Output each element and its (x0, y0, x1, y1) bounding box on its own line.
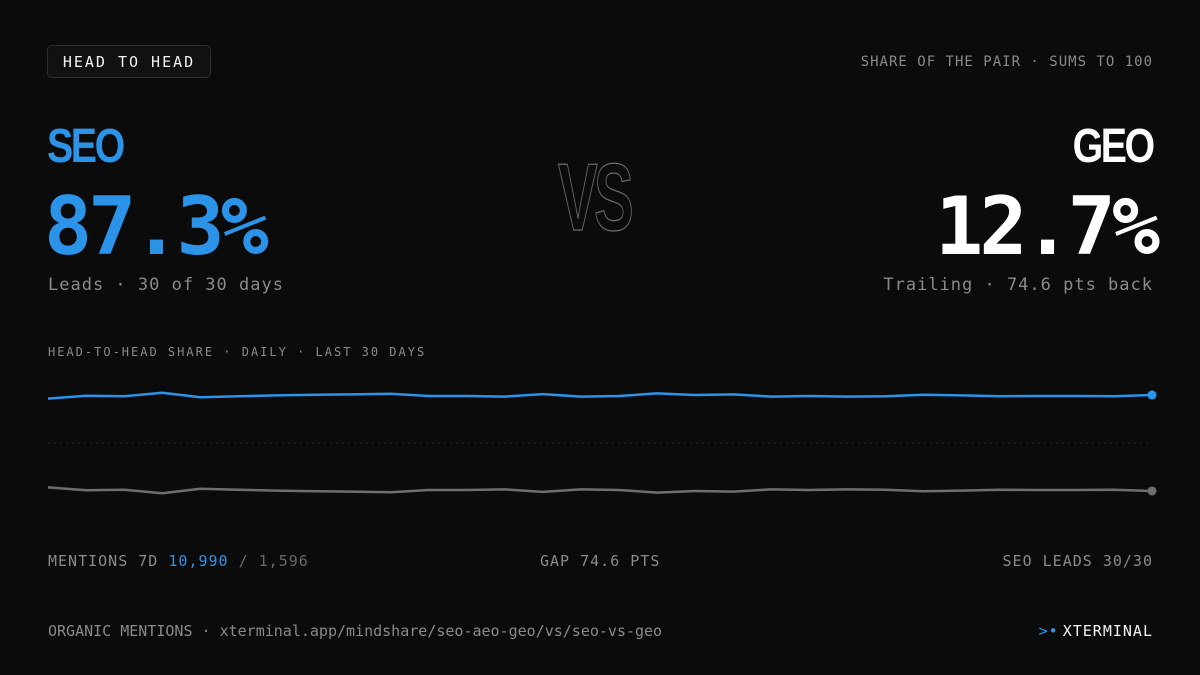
footer-source: ORGANIC MENTIONS · xterminal.app/mindsha… (48, 622, 663, 640)
share-note: SHARE OF THE PAIR · SUMS TO 100 (860, 54, 1153, 70)
series-line-seo (47, 391, 1153, 400)
end-point-seo (1147, 390, 1157, 400)
gap-stat: GAP 74.6 PTS (540, 552, 661, 570)
brand-logo[interactable]: >• XTERMINAL (1039, 622, 1153, 640)
left-percentage: 87.3% (44, 180, 269, 273)
left-name: SEO (47, 120, 125, 173)
right-name: GEO (1072, 120, 1156, 173)
mentions-left-value: 10,990 (168, 552, 229, 570)
chart-title: HEAD-TO-HEAD SHARE · DAILY · LAST 30 DAY… (48, 345, 427, 359)
share-line-chart (47, 390, 1157, 496)
leads-stat: SEO LEADS 30/30 (1002, 552, 1153, 570)
terminal-prompt-icon: >• (1038, 622, 1059, 640)
right-subtitle: Trailing · 74.6 pts back (883, 275, 1153, 295)
mentions-stat: MENTIONS 7D 10,990 / 1,596 (48, 552, 309, 570)
mentions-right-value: 1,596 (258, 552, 309, 570)
series-line-geo (47, 486, 1153, 495)
brand-name: XTERMINAL (1062, 622, 1153, 640)
right-percentage: 12.7% (935, 180, 1160, 273)
end-point-geo (1147, 486, 1157, 496)
left-subtitle: Leads · 30 of 30 days (48, 275, 284, 295)
head-to-head-badge: HEAD TO HEAD (47, 45, 211, 78)
mentions-label: MENTIONS 7D (48, 552, 159, 570)
mentions-separator: / (238, 552, 249, 570)
vs-label: VS (558, 144, 634, 251)
